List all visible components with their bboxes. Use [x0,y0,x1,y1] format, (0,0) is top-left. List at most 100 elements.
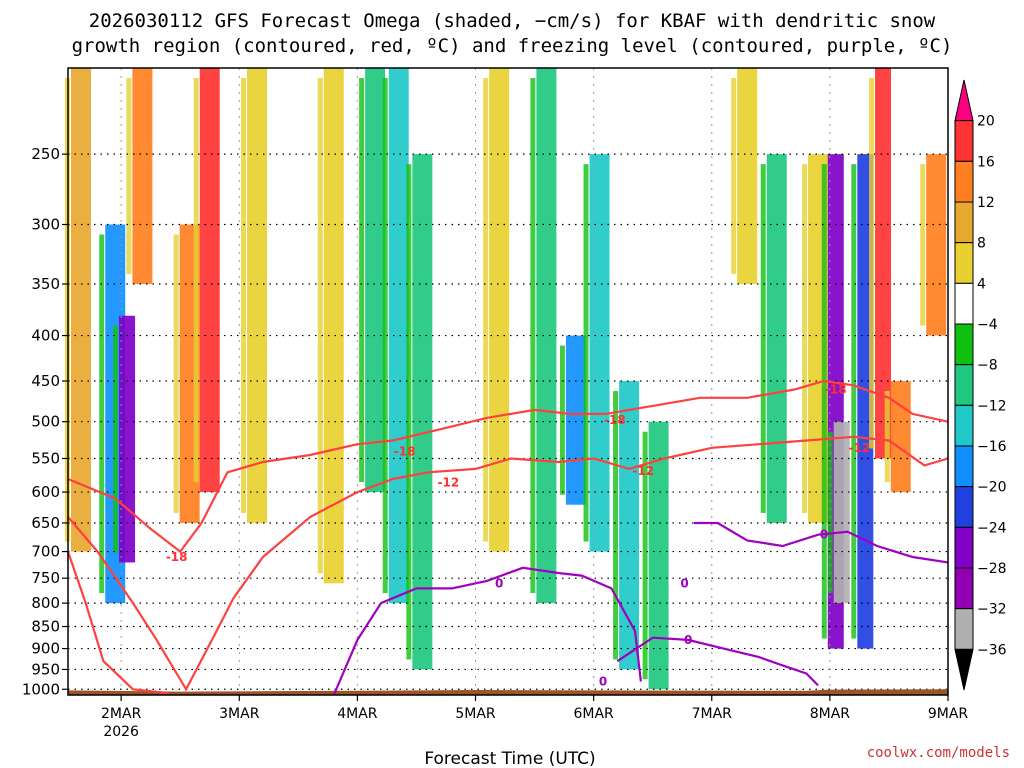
colorbar-label: −16 [977,439,1007,455]
x-tick-label: 2MAR [101,706,142,722]
contour-label: 0 [684,633,692,647]
colorbar-label: 4 [977,276,986,292]
omega-band [648,421,669,690]
y-tick-label: 950 [31,660,60,678]
y-tick-label: 250 [31,145,60,163]
y-tick-label: 550 [31,449,60,467]
y-axis-ticks: 250 300 350 400 450 500 550 600 650 700 750 800 850 9… [22,145,68,698]
omega-band-halo [530,78,536,594]
y-tick-label: 350 [31,275,60,293]
contour-line [332,566,642,696]
omega-band-halo [583,164,589,542]
colorbar-segment [954,160,974,203]
omega-band [70,68,91,552]
colorbar: 20 16 12 8 4 −4 −8 −12 −16 −20 −24 −28 −32 −36 [954,79,1007,691]
omega-band [565,335,586,505]
omega-band-halo [382,78,388,594]
y-tick-label: 750 [31,569,60,587]
y-tick-label: 700 [31,543,60,561]
colorbar-segment [954,364,974,406]
terrain-fill [68,689,948,695]
contour-line [694,521,949,564]
omega-band [323,68,344,584]
colorbar-label: −28 [977,561,1007,577]
x-tick-label: 8MAR [810,706,851,722]
colorbar-label: 16 [977,154,995,170]
contour-label: 0 [599,674,607,688]
x-tick-year: 2026 [103,724,139,740]
x-tick-label: 7MAR [692,706,733,722]
omega-band-halo [802,164,808,513]
contour-line [67,379,949,554]
colorbar-label: −20 [977,480,1007,496]
omega-band [766,154,787,523]
contour-line [616,636,819,687]
omega-band [388,68,409,604]
colorbar-segment [954,486,974,528]
contour-label: -12 [632,464,654,478]
colorbar-label: 20 [977,114,995,130]
x-tick-label: 3MAR [219,706,260,722]
omega-band [619,381,640,670]
colorbar-label: −8 [977,358,998,374]
ground-terrain [68,689,948,695]
omega-band [489,68,510,552]
omega-band-halo [613,391,619,660]
x-tick-label: 4MAR [337,706,378,722]
omega-band [199,68,220,493]
colorbar-label: 12 [977,195,995,211]
y-tick-label: 500 [31,413,60,431]
y-tick-label: 850 [31,618,60,636]
omega-band-halo [99,234,105,594]
colorbar-segment [954,323,974,366]
omega-band-halo [173,234,179,513]
y-tick-label: 1000 [22,680,60,698]
colorbar-segment [954,79,974,122]
omega-band [246,68,267,523]
x-tick-label: 9MAR [928,706,969,722]
colorbar-segment [954,404,974,447]
omega-band-halo [827,431,833,594]
colorbar-label: −4 [977,317,998,333]
contour-lines [66,379,949,696]
contour-label: -18 [394,444,416,458]
contour-line [66,551,169,695]
omega-shading [64,68,947,690]
contour-labels: -18 -18 -12 -18 -12 -18 -12 0 0 0 0 0 [166,383,870,689]
omega-band-halo [642,431,648,680]
omega-band [875,68,892,459]
omega-band-halo [240,78,246,513]
x-tick-label: 5MAR [455,706,496,722]
omega-band-halo [760,164,766,513]
omega-band [890,381,911,493]
omega-band-halo [406,164,412,660]
omega-band-halo [821,164,827,639]
colorbar-label: −24 [977,520,1007,536]
colorbar-label: −12 [977,398,1007,414]
omega-band [412,154,433,670]
x-axis-label: Forecast Time (UTC) [424,749,595,768]
colorbar-segment [954,648,974,691]
omega-band [833,421,850,604]
colorbar-segment [954,608,974,650]
colorbar-segment [954,567,974,610]
colorbar-segment [954,526,974,569]
omega-band [589,154,610,552]
omega-band [119,315,136,563]
omega-band-halo [884,391,890,483]
chart-title-line2: growth region (contoured, red, ºC) and f… [72,35,953,57]
colorbar-label: −36 [977,642,1007,658]
omega-band [926,154,947,336]
y-tick-label: 650 [31,514,60,532]
x-axis-ticks: 2MAR 3MAR 4MAR 5MAR 6MAR 7MAR 8MAR 9MAR 2026 [101,695,968,740]
colorbar-segment [954,120,974,162]
omega-band-halo [113,325,119,553]
colorbar-segment [954,201,974,244]
contour-label: -12 [438,475,460,489]
x-tick-label: 6MAR [573,706,614,722]
colorbar-label: −32 [977,602,1007,618]
omega-band-halo [851,164,857,639]
omega-band-halo [193,78,199,483]
chart-title-line1: 2026030112 GFS Forecast Omega (shaded, −… [89,10,936,32]
